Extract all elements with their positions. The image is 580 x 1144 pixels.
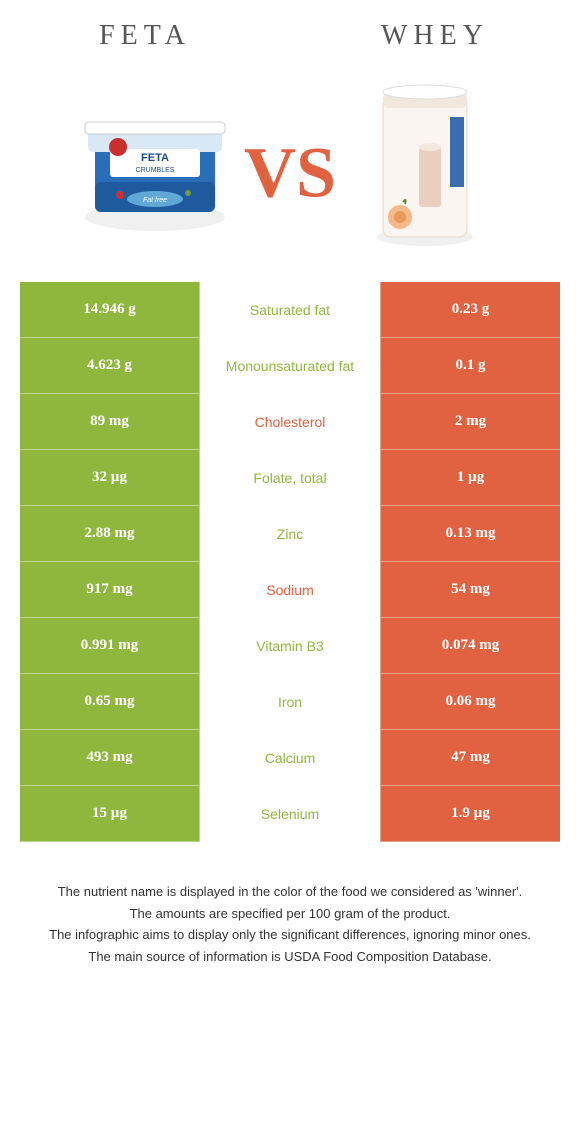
left-value: 89 mg [20,394,200,450]
right-value: 2 mg [380,394,560,450]
header-row: FETA WHEY [0,10,580,72]
right-value: 0.074 mg [380,618,560,674]
left-value: 4.623 g [20,338,200,394]
nutrient-label: Sodium [200,562,380,618]
table-row: 0.991 mgVitamin B30.074 mg [20,618,560,674]
table-row: 15 µgSelenium1.9 µg [20,786,560,842]
left-value: 2.88 mg [20,506,200,562]
table-row: 4.623 gMonounsaturated fat0.1 g [20,338,560,394]
vs-label: VS [244,131,336,214]
svg-text:Fat free: Fat free [143,197,167,204]
table-row: 2.88 mgZinc0.13 mg [20,506,560,562]
right-value: 1 µg [380,450,560,506]
nutrient-label: Folate, total [200,450,380,506]
nutrient-label: Iron [200,674,380,730]
table-row: 14.946 gSaturated fat0.23 g [20,282,560,338]
right-value: 0.13 mg [380,506,560,562]
left-food-name: FETA [0,20,290,52]
footer-line: The infographic aims to display only the… [20,925,560,945]
table-row: 917 mgSodium54 mg [20,562,560,618]
footer-line: The amounts are specified per 100 gram o… [20,904,560,924]
left-value: 14.946 g [20,282,200,338]
table-row: 493 mgCalcium47 mg [20,730,560,786]
nutrient-label: Calcium [200,730,380,786]
svg-text:FETA: FETA [141,152,169,164]
right-value: 0.23 g [380,282,560,338]
footer-line: The main source of information is USDA F… [20,947,560,967]
nutrient-label: Selenium [200,786,380,842]
nutrient-label: Saturated fat [200,282,380,338]
right-value: 54 mg [380,562,560,618]
right-food-name: WHEY [290,20,580,52]
svg-text:CRUMBLES: CRUMBLES [136,167,175,174]
left-value: 32 µg [20,450,200,506]
left-value: 917 mg [20,562,200,618]
images-row: FETA CRUMBLES Fat free VS [0,72,580,282]
table-row: 0.65 mgIron0.06 mg [20,674,560,730]
table-row: 89 mgCholesterol2 mg [20,394,560,450]
right-value: 0.1 g [380,338,560,394]
whey-image [335,72,515,252]
footer-line: The nutrient name is displayed in the co… [20,882,560,902]
nutrient-label: Monounsaturated fat [200,338,380,394]
left-value: 493 mg [20,730,200,786]
right-value: 47 mg [380,730,560,786]
left-value: 15 µg [20,786,200,842]
nutrient-label: Cholesterol [200,394,380,450]
left-value: 0.65 mg [20,674,200,730]
footer-notes: The nutrient name is displayed in the co… [20,882,560,966]
right-value: 1.9 µg [380,786,560,842]
nutrient-label: Vitamin B3 [200,618,380,674]
left-value: 0.991 mg [20,618,200,674]
nutrient-label: Zinc [200,506,380,562]
right-value: 0.06 mg [380,674,560,730]
feta-image: FETA CRUMBLES Fat free [65,72,245,252]
nutrient-table: 14.946 gSaturated fat0.23 g4.623 gMonoun… [20,282,560,842]
table-row: 32 µgFolate, total1 µg [20,450,560,506]
